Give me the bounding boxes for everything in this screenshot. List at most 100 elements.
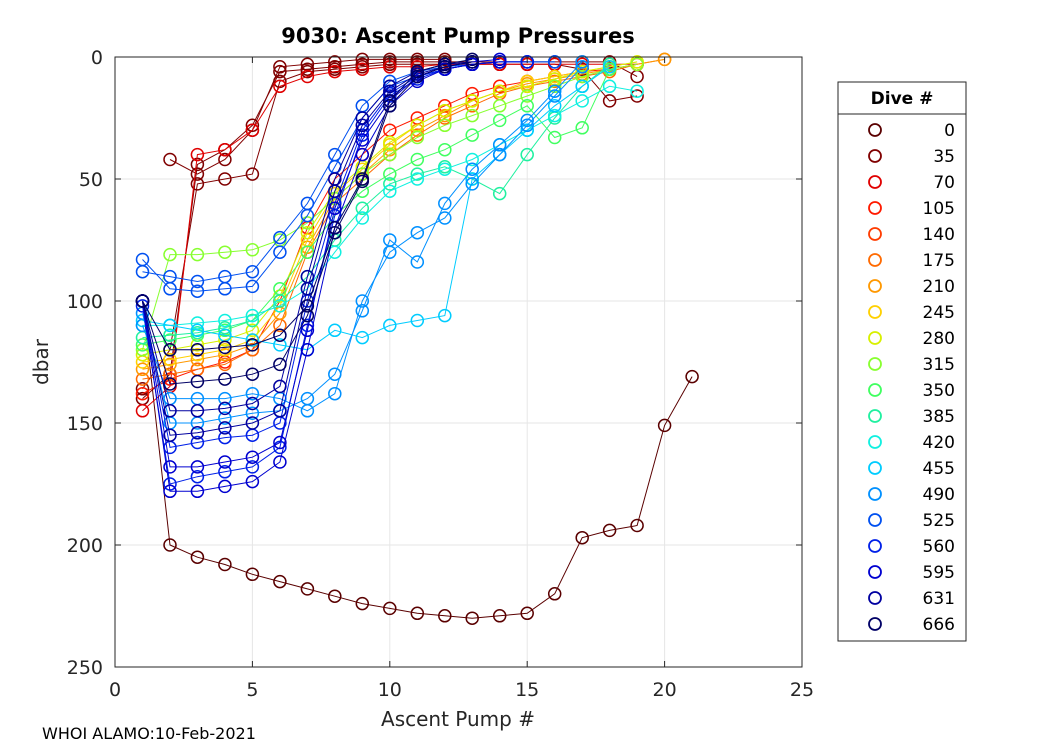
data-point [492, 609, 507, 623]
data-point [190, 284, 205, 298]
legend-label: 350 [923, 381, 955, 401]
data-point [575, 79, 589, 94]
footer-credit: WHOI ALAMO:10-Feb-2021 [42, 724, 256, 743]
data-point [190, 147, 205, 162]
legend-label: 0 [944, 121, 955, 141]
data-point [520, 99, 534, 113]
series-line [142, 58, 473, 351]
data-point [328, 201, 342, 216]
data-point [273, 299, 287, 313]
data-point [383, 147, 397, 162]
data-point [190, 177, 205, 191]
data-point [492, 113, 507, 128]
legend-label: 105 [923, 199, 955, 219]
data-point [273, 455, 287, 469]
data-point [575, 121, 589, 135]
legend-label: 455 [923, 459, 955, 479]
data-point [300, 208, 315, 223]
y-tick-label: 150 [67, 413, 103, 435]
data-point [547, 89, 562, 103]
data-point [328, 64, 342, 79]
data-point [190, 247, 205, 262]
data-point [273, 230, 287, 245]
legend-marker [868, 565, 882, 579]
data-point [492, 186, 507, 201]
data-point [520, 79, 534, 94]
data-point [438, 196, 452, 211]
data-point [218, 347, 232, 362]
data-point [163, 404, 177, 418]
data-point [410, 255, 425, 269]
data-point [245, 450, 260, 464]
data-point [465, 108, 479, 123]
data-point [383, 167, 397, 181]
data-point [273, 435, 287, 450]
legend-entry: 245 [868, 303, 955, 323]
legend-label: 210 [923, 277, 955, 297]
series-dive-490 [135, 60, 589, 418]
legend-marker [868, 123, 882, 137]
data-point [163, 282, 177, 296]
data-point [245, 243, 260, 257]
data-point [245, 118, 260, 133]
legend-entry: 315 [868, 355, 955, 375]
data-point [465, 128, 479, 142]
data-point [630, 518, 644, 533]
data-point [245, 460, 260, 474]
data-point [163, 328, 177, 342]
data-point [438, 103, 452, 118]
data-point [410, 225, 425, 240]
series-dive-490 [135, 55, 589, 430]
data-point [190, 343, 205, 357]
data-point [190, 323, 205, 338]
data-point [328, 323, 342, 338]
legend-entries: 0 35 70 105 140 175 210 245 280 315 350 385 420 455 49… [868, 121, 955, 635]
y-tick-label: 250 [67, 657, 103, 679]
grid-lines [114, 56, 803, 668]
data-point [300, 391, 315, 406]
data-point [245, 416, 260, 430]
data-point [355, 62, 370, 76]
data-point [163, 460, 177, 474]
data-point [163, 372, 177, 386]
data-point [438, 108, 452, 123]
data-point [520, 113, 534, 128]
data-point [438, 308, 452, 323]
series-dive-666 [135, 52, 479, 357]
series-line [142, 61, 473, 385]
data-point [602, 523, 617, 538]
data-point [218, 430, 232, 445]
data-point [383, 318, 397, 333]
data-point [135, 362, 150, 377]
data-point [190, 374, 205, 389]
data-point [438, 162, 452, 176]
data-point [245, 367, 260, 381]
data-point [245, 167, 260, 181]
series-line [142, 61, 638, 356]
data-point [355, 294, 370, 308]
data-point [190, 426, 205, 440]
data-point [218, 401, 232, 416]
data-point [410, 64, 425, 79]
data-point [163, 343, 177, 357]
data-point [520, 147, 534, 162]
data-point [300, 343, 315, 357]
data-point [245, 474, 260, 489]
data-point [438, 57, 452, 72]
data-point [218, 465, 232, 479]
data-point [300, 225, 315, 240]
data-point [245, 308, 260, 323]
legend-entry: 105 [868, 199, 955, 219]
data-point [383, 601, 397, 616]
data-point [438, 118, 452, 133]
data-point [163, 538, 177, 552]
legend-label: 245 [923, 303, 955, 323]
data-point [492, 84, 507, 98]
legend-box [837, 81, 967, 642]
data-point [328, 386, 342, 401]
data-point [657, 52, 672, 67]
data-point [383, 233, 397, 247]
data-point [190, 469, 205, 484]
data-point [465, 94, 479, 108]
